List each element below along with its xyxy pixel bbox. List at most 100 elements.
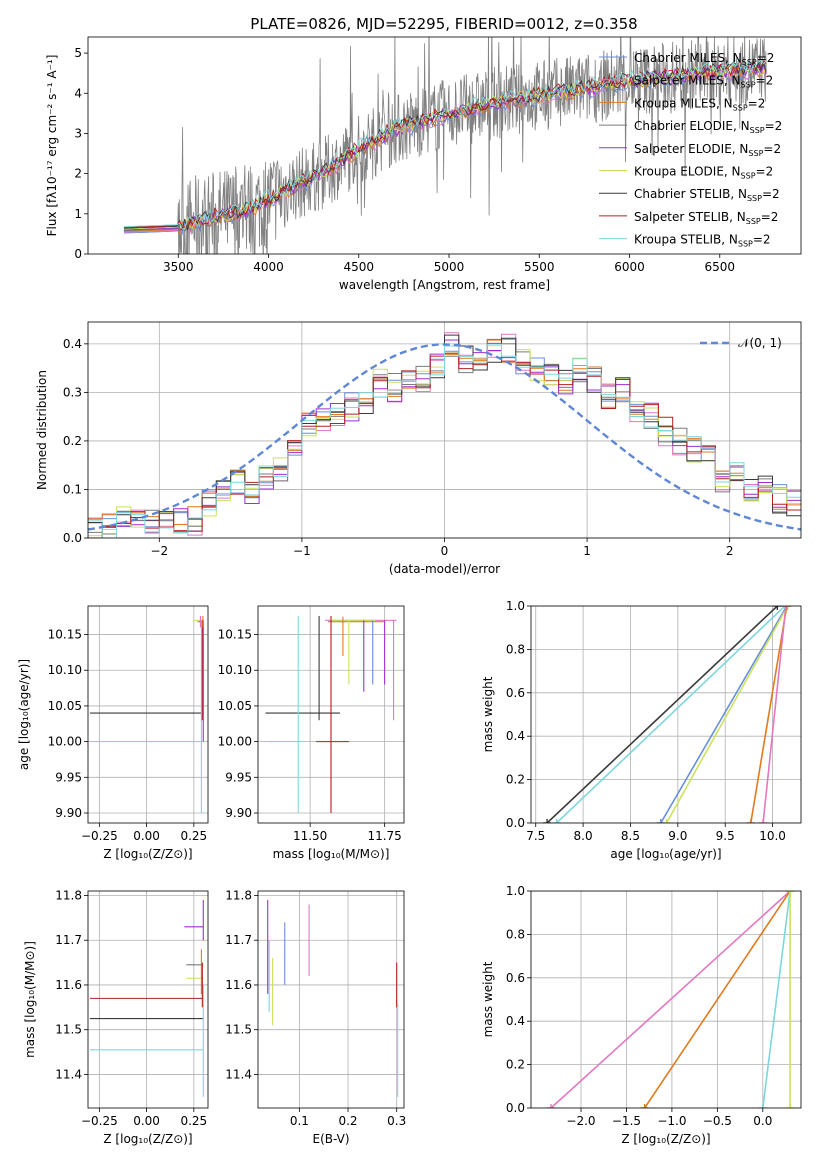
x-tick-label: 1 [583, 544, 591, 558]
x-tick-label: 8.5 [621, 829, 640, 843]
x-tick-label: 11.75 [367, 829, 401, 843]
marker-plus [781, 606, 790, 610]
grid [531, 606, 801, 823]
y-tick-label: 3 [74, 126, 82, 140]
weight-line-4 [750, 606, 788, 823]
x-tick-label: −1.5 [612, 1114, 641, 1128]
axes-frame [87, 36, 802, 255]
y-tick-label: 10.15 [48, 628, 82, 642]
plot-layer: 3500 4000 4500 5000 5500 6000 6500 0 1 2 3 4 5 wavele… [17, 36, 802, 1146]
legend-spectrum: Chabrier MILES, NSSP=2 Salpeter MILES, NS… [599, 51, 782, 249]
legend-suffix: =2 [756, 165, 774, 179]
weight-line-2 [762, 891, 791, 1108]
legend-suffix: =2 [762, 187, 780, 201]
axes-weight_vs_age: 7.5 8.0 8.5 9.0 9.5 10.0 0.0 0.2 0.4 0.6 0.8 1.0 age… [481, 599, 802, 861]
grid [88, 891, 208, 1108]
y-tick-label: 10.05 [48, 699, 82, 713]
weight-line-0 [550, 891, 791, 1108]
y-tick-label: 10.10 [218, 663, 252, 677]
weight-line-5 [762, 606, 787, 823]
y-tick-label: 10.00 [218, 735, 252, 749]
legend-suffix: =2 [748, 96, 766, 110]
x-tick-label: 0 [441, 544, 449, 558]
marker-plus [759, 819, 768, 823]
y-tick-label: 9.95 [55, 770, 82, 784]
y-tick-label: 1.0 [506, 884, 525, 898]
y-tick-label: 1.0 [506, 599, 525, 613]
y-tick-label: 10.00 [48, 735, 82, 749]
y-tick-label: 11.4 [55, 1067, 82, 1081]
plot-area [88, 891, 208, 1108]
marker-plus [640, 1104, 649, 1108]
y-tick-label: 5 [74, 46, 82, 60]
x-tick-label: 4500 [343, 260, 374, 274]
plot-area [88, 606, 208, 823]
y-tick-label: 0.4 [506, 1014, 525, 1028]
x-tick-label: 7.5 [526, 829, 545, 843]
y-tick-label: 11.6 [55, 978, 82, 992]
weight-line-2 [660, 606, 788, 823]
axes-mass_vs_Z: −0.25 0.00 0.25 11.4 11.5 11.6 11.7 11.8 Z [log₁… [23, 888, 209, 1146]
legend-sub: SSP [741, 172, 756, 181]
axis-mass_vs_ebv: 0.1 0.2 0.3 11.4 11.5 11.6 11.7 11.8 E(B-V) [225, 888, 406, 1146]
weight-line-3 [665, 606, 789, 823]
figure-title: PLATE=0826, MJD=52295, FIBERID=0012, z=0… [250, 15, 637, 33]
hist-model-8 [88, 343, 801, 538]
y-tick-label: 9.90 [225, 806, 252, 820]
legend-sub: SSP [748, 149, 763, 158]
y-tick-label: 10.05 [218, 699, 252, 713]
x-tick-label: 2 [726, 544, 734, 558]
x-tick-label: 0.00 [133, 829, 160, 843]
weight-line-1 [643, 891, 791, 1108]
y-axis-label: Normed distribution [35, 370, 49, 490]
y-tick-label: 0.2 [506, 773, 525, 787]
plot-area [123, 37, 767, 254]
y-tick-label: 0.1 [63, 482, 82, 496]
legend-label: Kroupa STELIB, NSSP=2 [634, 233, 771, 249]
legend-sub: SSP [733, 103, 748, 112]
x-tick-label: 9.0 [668, 829, 687, 843]
y-axis-label: mass [log₁₀(M/M⊙)] [23, 941, 37, 1058]
y-tick-label: 11.5 [55, 1023, 82, 1037]
x-axis-label: E(B-V) [312, 1132, 349, 1146]
marker-plus [786, 891, 795, 895]
axis-weight_vs_age: 7.5 8.0 8.5 9.0 9.5 10.0 0.0 0.2 0.4 0.6 0.8 1.0 age… [481, 599, 786, 861]
marker-plus [656, 819, 665, 823]
x-tick-label: 6500 [704, 260, 735, 274]
x-tick-label: 0.00 [133, 1114, 160, 1128]
legend-label: Kroupa ELODIE, NSSP=2 [634, 165, 773, 181]
marker-plus [552, 819, 561, 823]
grid [531, 891, 801, 1108]
marker-plus [782, 606, 791, 610]
marker-plus [543, 819, 552, 823]
legend-label: Kroupa MILES, NSSP=2 [634, 96, 765, 112]
gaussian-curve [88, 343, 801, 531]
y-tick-label: 0.2 [506, 1058, 525, 1072]
axis-mass_vs_Z: −0.25 0.00 0.25 11.4 11.5 11.6 11.7 11.8 Z [log₁… [23, 888, 207, 1146]
x-tick-label: −1 [293, 544, 311, 558]
axis-age_vs_mass: 11.50 11.75 9.90 9.95 10.00 10.05 10.10 10.15 ma… [218, 628, 402, 861]
x-axis-label: wavelength [Angstrom, rest frame] [339, 278, 550, 292]
x-tick-label: −1.0 [657, 1114, 686, 1128]
model-line-5 [124, 62, 767, 231]
legend-sub: SSP [738, 240, 753, 249]
axis-spectrum: 3500 4000 4500 5000 5500 6000 6500 0 1 2 3 4 5 wavele… [45, 46, 735, 292]
model-line-8 [124, 59, 767, 230]
axes-residuals: −2 −1 0 1 2 0.0 0.1 0.2 0.3 0.4 (data-model)/error… [35, 321, 802, 576]
y-tick-label: 0 [74, 247, 82, 261]
x-axis-label: Z [log₁₀(Z/Z⊙)] [103, 1132, 192, 1146]
x-axis-label: Z [log₁₀(Z/Z⊙)] [621, 1132, 710, 1146]
x-tick-label: 0.3 [387, 1114, 406, 1128]
x-tick-label: −2.0 [566, 1114, 595, 1128]
x-tick-label: −0.25 [81, 1114, 118, 1128]
y-tick-label: 2 [74, 167, 82, 181]
axis-residuals: −2 −1 0 1 2 0.0 0.1 0.2 0.3 0.4 (data-model)/error… [35, 337, 734, 576]
x-tick-label: 10.0 [759, 829, 786, 843]
legend-label: Salpeter STELIB, NSSP=2 [634, 210, 778, 226]
plot-area [258, 606, 404, 823]
axes-mass_vs_ebv: 0.1 0.2 0.3 11.4 11.5 11.6 11.7 11.8 E(B-V) [225, 888, 406, 1146]
legend-residuals: 𝒩(0, 1) [700, 336, 782, 350]
legend-suffix: =2 [756, 74, 774, 88]
legend-label: Salpeter MILES, NSSP=2 [634, 74, 773, 90]
marker-plus [758, 1104, 767, 1108]
